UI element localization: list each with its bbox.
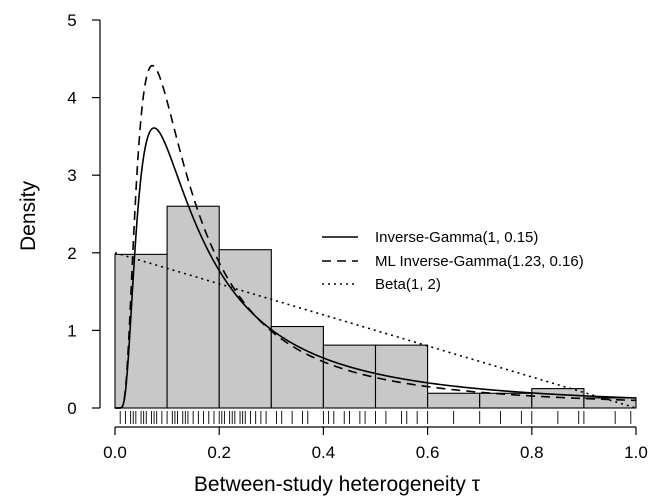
histogram-bar [218,249,272,409]
y-tick-label: 0 [67,399,76,418]
density-curve-solid [115,127,637,409]
legend-label: Beta(1, 2) [375,276,441,293]
y-tick-label: 5 [67,11,76,30]
x-tick-label: 0.6 [416,443,440,462]
x-tick-label: 0.2 [207,443,231,462]
x-tick-label: 0.0 [103,443,127,462]
x-axis-ticks: 0.0 0.2 0.4 0.6 0.8 1.0 [103,427,648,462]
legend: Inverse-Gamma(1, 0.15) ML Inverse-Gamma(1… [322,229,584,293]
y-tick-label: 3 [67,166,76,185]
y-tick-label: 2 [67,244,76,263]
histogram-bar [322,344,377,409]
x-tick-label: 1.0 [624,443,648,462]
x-tick-label: 0.4 [312,443,336,462]
histogram-bar [270,325,324,409]
histogram-bar [166,205,220,409]
density-curve-dashed [115,64,637,409]
x-axis-title: Between-study heterogeneity τ [194,473,481,496]
y-axis-ticks: 0 1 2 3 4 5 [67,11,100,418]
rug-marks [119,411,632,424]
histogram-bar [583,397,637,409]
histogram-bar [427,392,481,409]
y-tick-label: 1 [67,321,76,340]
legend-label: Inverse-Gamma(1, 0.15) [375,229,538,246]
density-curves [114,64,637,409]
x-tick-label: 0.8 [520,443,544,462]
y-tick-label: 4 [67,89,76,108]
y-axis-title: Density [17,180,40,251]
histogram-bar [479,392,533,409]
histogram-bar [114,253,168,409]
legend-label: ML Inverse-Gamma(1.23, 0.16) [375,253,584,270]
histogram-bars [114,205,637,409]
axes [99,20,636,428]
histogram-bar [374,344,429,409]
density-curve-dotted [114,252,637,409]
